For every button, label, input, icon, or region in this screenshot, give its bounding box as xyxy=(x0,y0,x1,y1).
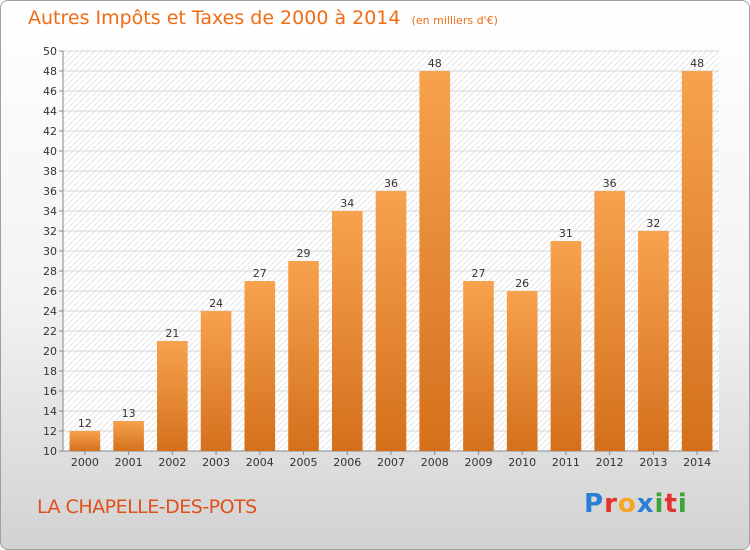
data-label: 36 xyxy=(603,177,617,190)
bar xyxy=(594,191,625,451)
x-tick-label: 2011 xyxy=(552,456,580,469)
x-tick-label: 2006 xyxy=(333,456,361,469)
x-tick-label: 2009 xyxy=(464,456,492,469)
bar xyxy=(157,341,188,451)
y-tick-label: 48 xyxy=(43,65,57,78)
bar xyxy=(419,71,451,451)
x-tick-label: 2012 xyxy=(596,456,624,469)
y-tick-label: 20 xyxy=(43,345,57,358)
y-tick-label: 46 xyxy=(43,85,57,98)
y-tick-label: 10 xyxy=(43,445,57,458)
y-tick-label: 38 xyxy=(43,165,57,178)
data-label: 34 xyxy=(340,197,354,210)
x-tick-label: 2013 xyxy=(639,456,667,469)
x-tick-label: 2000 xyxy=(71,456,99,469)
data-label: 12 xyxy=(78,417,92,430)
y-tick-label: 50 xyxy=(43,45,57,58)
bar xyxy=(463,281,494,451)
x-tick-label: 2004 xyxy=(246,456,274,469)
y-tick-label: 34 xyxy=(43,205,57,218)
x-tick-label: 2008 xyxy=(421,456,449,469)
bar xyxy=(244,281,276,451)
y-tick-label: 26 xyxy=(43,285,57,298)
data-label: 21 xyxy=(165,327,179,340)
data-label: 32 xyxy=(646,217,660,230)
proxiti-logo[interactable]: Proxiti xyxy=(584,489,688,519)
y-tick-label: 30 xyxy=(43,245,57,258)
bar xyxy=(288,261,319,451)
bar xyxy=(506,291,538,451)
plot-area: 10 12 14 16 18 20 22 24 26 28 30 32 34 36 38 40 42 44 46 48… xyxy=(43,45,719,469)
y-tick-label: 18 xyxy=(43,365,57,378)
bar xyxy=(681,71,713,451)
y-tick-label: 44 xyxy=(43,105,57,118)
x-tick-label: 2010 xyxy=(508,456,536,469)
data-label: 26 xyxy=(515,277,529,290)
x-tick-label: 2001 xyxy=(115,456,143,469)
data-label: 24 xyxy=(209,297,223,310)
data-label: 48 xyxy=(690,57,704,70)
data-label: 27 xyxy=(471,267,485,280)
y-tick-label: 12 xyxy=(43,425,57,438)
bar xyxy=(69,431,101,451)
bar xyxy=(331,211,363,451)
bar xyxy=(550,241,582,451)
y-tick-label: 42 xyxy=(43,125,57,138)
title-row: Autres Impôts et Taxes de 2000 à 2014 (e… xyxy=(28,7,498,29)
y-tick-label: 36 xyxy=(43,185,57,198)
data-label: 48 xyxy=(428,57,442,70)
bar xyxy=(375,191,407,451)
x-tick-label: 2007 xyxy=(377,456,405,469)
x-tick-label: 2003 xyxy=(202,456,230,469)
y-tick-label: 14 xyxy=(43,405,57,418)
y-tick-label: 22 xyxy=(43,325,57,338)
data-label: 36 xyxy=(384,177,398,190)
data-label: 31 xyxy=(559,227,573,240)
bar xyxy=(200,311,232,451)
data-label: 13 xyxy=(122,407,136,420)
bar xyxy=(113,421,144,451)
x-tick-label: 2002 xyxy=(158,456,186,469)
data-label: 27 xyxy=(253,267,267,280)
data-label: 29 xyxy=(297,247,311,260)
y-tick-label: 32 xyxy=(43,225,57,238)
chart-title: Autres Impôts et Taxes de 2000 à 2014 xyxy=(28,7,401,29)
bar xyxy=(638,231,669,451)
y-tick-label: 28 xyxy=(43,265,57,278)
commune-name: LA CHAPELLE-DES-POTS xyxy=(37,496,257,518)
y-tick-label: 16 xyxy=(43,385,57,398)
y-tick-label: 40 xyxy=(43,145,57,158)
chart-subtitle: (en milliers d'€) xyxy=(411,14,498,27)
x-tick-label: 2005 xyxy=(290,456,318,469)
y-tick-label: 24 xyxy=(43,305,57,318)
x-tick-label: 2014 xyxy=(683,456,711,469)
